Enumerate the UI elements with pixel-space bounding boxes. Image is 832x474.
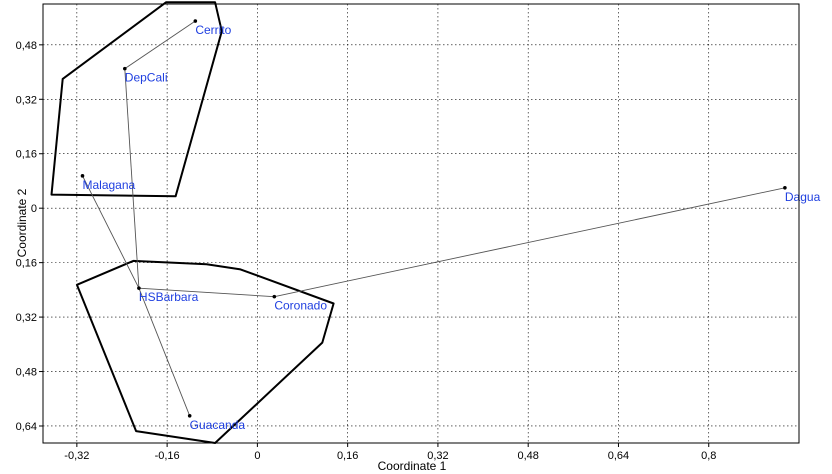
point-label: DepCali [125,71,168,85]
point-label: Coronado [274,299,327,313]
x-tick-label: 0 [254,450,260,462]
x-tick-label: 0,8 [701,450,716,462]
point-label: Malagana [82,178,135,192]
data-point [187,413,192,418]
y-tick-label: 0,32 [16,94,37,106]
plot-frame [42,3,800,444]
data-point [137,286,141,290]
data-point [272,294,277,299]
point-label: Cerrito [195,23,231,37]
point-labels: Cerrito DepCali Malagana HSBarbara Guacanda C… [82,23,820,432]
y-tick-label: 0,32 [16,312,37,324]
tree-edge [274,187,785,298]
x-axis-label: Coordinate 1 [378,459,447,473]
point-label: Guacanda [190,418,246,432]
axis-ticks: -0,32 -0,16 0 0,16 0,32 0,48 0,64 0,8 0,48 0,32 0,… [16,40,717,462]
x-tick-label: 0,32 [427,450,448,462]
data-point [80,174,85,178]
x-tick-label: 0,16 [337,450,358,462]
point-label: Dagua [785,190,821,204]
data-point [193,19,198,23]
x-tick-label: 0,64 [608,450,629,462]
tree-edge [138,287,191,416]
x-tick-label: -0,32 [64,450,89,462]
cluster-hull [50,1,223,198]
data-point [783,185,787,190]
x-tick-label: 0,48 [517,450,538,462]
y-tick-label: 0 [31,203,37,215]
tree-edge [138,287,275,298]
cluster-hull [75,259,335,444]
grid [43,4,799,443]
y-tick-label: 0,64 [16,421,37,433]
data-points [80,19,787,418]
tree-edge [82,175,140,289]
tree-edge [124,20,196,70]
y-axis-label: Coordinate 2 [15,188,29,257]
tree-edge [124,68,140,289]
spanning-tree-edges [82,20,785,416]
x-tick-label: -0,16 [155,450,180,462]
y-tick-label: 0,48 [16,40,37,52]
cluster-hulls [50,1,335,444]
point-label: HSBarbara [139,290,199,304]
data-point [123,66,127,71]
y-tick-label: 0,16 [16,258,37,270]
y-tick-label: 0,48 [16,367,37,379]
y-tick-label: 0,16 [16,149,37,161]
